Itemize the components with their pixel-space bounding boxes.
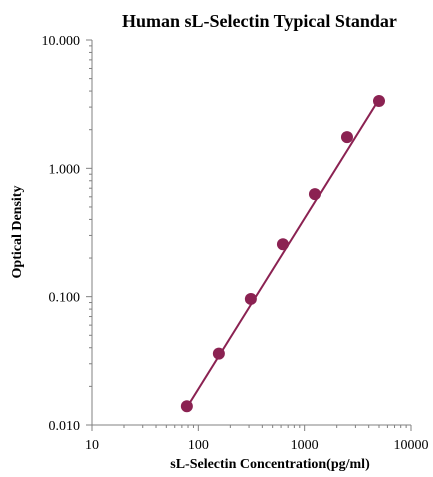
y-tick-label: 10.000 xyxy=(42,34,81,49)
series-line-group xyxy=(186,98,380,408)
x-tick-label: 10 xyxy=(85,438,99,453)
data-point xyxy=(276,238,289,251)
y-tick-label: 0.010 xyxy=(49,419,81,434)
data-point xyxy=(212,347,225,360)
data-point xyxy=(244,292,257,305)
x-axis-label: sL-Selectin Concentration(pg/ml) xyxy=(170,457,370,472)
fit-line xyxy=(186,98,380,408)
y-tick-label: 0.100 xyxy=(49,291,81,306)
data-point xyxy=(180,400,193,413)
data-point xyxy=(308,188,321,201)
x-tick-label: 1000 xyxy=(291,438,319,453)
y-axis-label: Optical Density xyxy=(10,186,25,279)
series-points-group xyxy=(180,94,385,413)
chart-title: Human sL-Selectin Typical Standar xyxy=(122,11,397,31)
axes xyxy=(91,40,411,426)
ticks xyxy=(86,39,412,431)
data-point xyxy=(340,131,353,144)
x-tick-label: 10000 xyxy=(394,438,429,453)
tick-labels: 0.010 0.100 1.000 10.000 10 100 1000 10000 xyxy=(42,34,429,453)
x-tick-label: 100 xyxy=(188,438,209,453)
data-point xyxy=(372,94,385,107)
y-tick-label: 1.000 xyxy=(49,162,81,177)
